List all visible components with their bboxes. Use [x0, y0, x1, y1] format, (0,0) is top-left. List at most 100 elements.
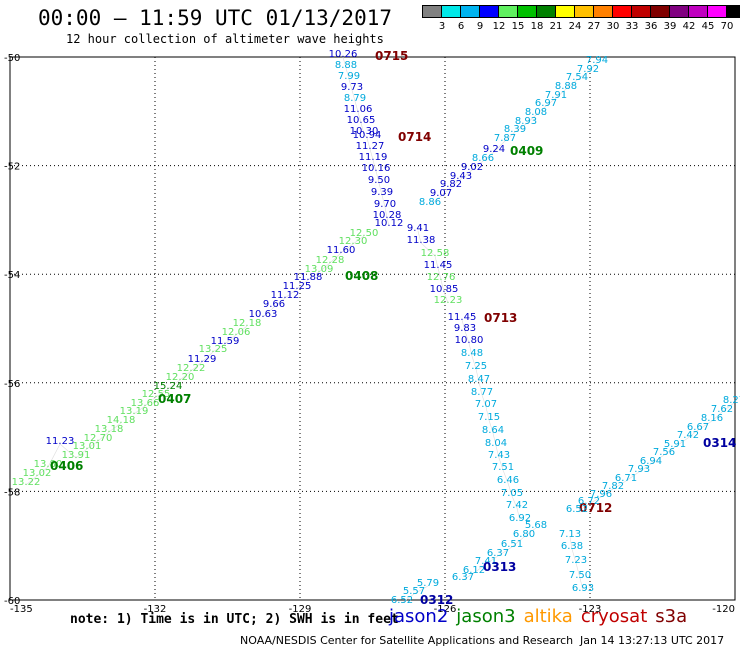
wave-height-label: 6.51 [501, 539, 523, 550]
wave-height-label: 13.18 [95, 424, 124, 435]
pass-time-label: 0312 [420, 593, 453, 607]
wave-height-label: 8.48 [461, 348, 483, 359]
satellite-legend-item: cryosat [580, 606, 648, 627]
wave-height-label: 8.88 [555, 81, 577, 92]
lat-tick-label: -52 [4, 162, 20, 173]
wave-height-label: 8.47 [468, 374, 490, 385]
wave-height-label: 9.73 [341, 82, 363, 93]
wave-height-label: 8.04 [485, 438, 507, 449]
wave-height-label: 8.64 [482, 425, 504, 436]
track-line [25, 422, 122, 486]
wave-height-label: 7.51 [492, 462, 514, 473]
track-line [133, 325, 248, 415]
satellite-legend-item: jason3 [456, 606, 516, 627]
wave-height-label: 8.88 [335, 60, 357, 71]
wave-height-label: 8.66 [472, 153, 494, 164]
wave-height-label: 6.80 [513, 529, 535, 540]
wave-height-label: 12.18 [233, 318, 262, 329]
wave-height-label: 7.13 [559, 529, 581, 540]
wave-height-label: 13.80 [34, 459, 63, 470]
wave-height-label: 7.15 [478, 412, 500, 423]
wave-height-label: 6.97 [535, 98, 557, 109]
wave-height-label: 9.50 [368, 175, 390, 186]
wave-height-label: 12.55 [142, 389, 171, 400]
wave-height-label: 13.01 [73, 441, 102, 452]
wave-height-label: 8.39 [504, 124, 526, 135]
wave-height-label: 11.19 [359, 152, 388, 163]
scale-label: 15 [511, 21, 525, 32]
wave-height-label: 9.82 [440, 179, 462, 190]
scale-label: 9 [476, 21, 484, 32]
wave-height-label: 7.96 [590, 489, 612, 500]
wave-height-label: 6.52 [566, 504, 588, 515]
lon-tick-label: -120 [712, 604, 735, 615]
wave-height-label: 7.93 [628, 464, 650, 475]
wave-height-label: 9.70 [374, 199, 396, 210]
wave-height-label: 10.85 [430, 284, 459, 295]
scale-label: 12 [492, 21, 506, 32]
wave-height-label: 7.41 [475, 556, 497, 567]
wave-height-label: 12.06 [222, 327, 251, 338]
wave-height-label: 9.07 [430, 188, 452, 199]
wave-height-label: 5.57 [403, 586, 425, 597]
wave-height-label: 13.19 [120, 406, 149, 417]
wave-height-label: 12.50 [350, 228, 379, 239]
wave-height-label: 6.38 [561, 541, 583, 552]
wave-height-label: 10.26 [329, 49, 358, 60]
pass-time-label: 0407 [158, 392, 191, 406]
wave-height-label: 9.83 [454, 323, 476, 334]
wave-height-label: 13.91 [62, 450, 91, 461]
wave-height-label: 11.23 [46, 436, 75, 447]
scale-label: 42 [682, 21, 696, 32]
pass-time-label: 0712 [579, 501, 612, 515]
wave-height-label: 6.37 [452, 572, 474, 583]
wave-height-label: 11.45 [448, 312, 477, 323]
satellite-legend-item: s3a [655, 606, 688, 627]
lon-tick-label: -135 [10, 604, 33, 615]
lat-tick-label: -50 [4, 53, 20, 64]
scale-label: 70 [720, 21, 734, 32]
pass-time-label: 0715 [375, 49, 408, 63]
footer-note: note: 1) Time is in UTC; 2) SWH is in fe… [70, 612, 399, 627]
wave-height-label: 11.59 [211, 336, 240, 347]
wave-height-label: 13.22 [12, 477, 41, 488]
wave-height-label: 7.54 [566, 72, 588, 83]
wave-height-label: 8.27 [723, 395, 740, 406]
pass-time-label: 0314 [703, 436, 736, 450]
pass-time-label: 0409 [510, 144, 543, 158]
wave-height-label: 6.37 [487, 548, 509, 559]
lat-tick-label: -58 [4, 487, 20, 498]
wave-height-label: 7.43 [488, 450, 510, 461]
wave-height-label: 5.91 [664, 439, 686, 450]
wave-height-label: 10.65 [347, 115, 376, 126]
satellite-legend: jason2 jason3 altika cryosat s3a [389, 606, 695, 627]
scale-label: 45 [701, 21, 715, 32]
wave-height-label: 8.93 [515, 116, 537, 127]
track-line [576, 402, 735, 513]
wave-height-label: 7.42 [677, 430, 699, 441]
wave-height-label: 10.16 [362, 163, 391, 174]
wave-height-label: 11.60 [327, 245, 356, 256]
wave-height-label: 7.05 [501, 488, 523, 499]
wave-height-label: 7.82 [602, 481, 624, 492]
pass-time-label: 0408 [345, 269, 378, 283]
track-line [429, 62, 598, 206]
pass-time-label: 0713 [484, 311, 517, 325]
wave-height-label: 7.07 [475, 399, 497, 410]
scale-label: 18 [530, 21, 544, 32]
scale-label: 39 [663, 21, 677, 32]
wave-height-label: 7.50 [569, 570, 591, 581]
wave-height-label: 13.02 [23, 468, 52, 479]
wave-height-label: 11.88 [294, 272, 323, 283]
wave-height-label: 10.94 [353, 130, 382, 141]
wave-height-label: 11.06 [344, 104, 373, 115]
pass-time-label: 0406 [50, 459, 83, 473]
scale-label: 33 [625, 21, 639, 32]
wave-height-label: 6.93 [572, 583, 594, 594]
wave-height-label: 10.80 [455, 335, 484, 346]
track-line [461, 319, 521, 522]
wave-height-label: 13.25 [199, 344, 228, 355]
wave-height-label: 10.30 [350, 126, 379, 137]
track-line [262, 235, 365, 318]
